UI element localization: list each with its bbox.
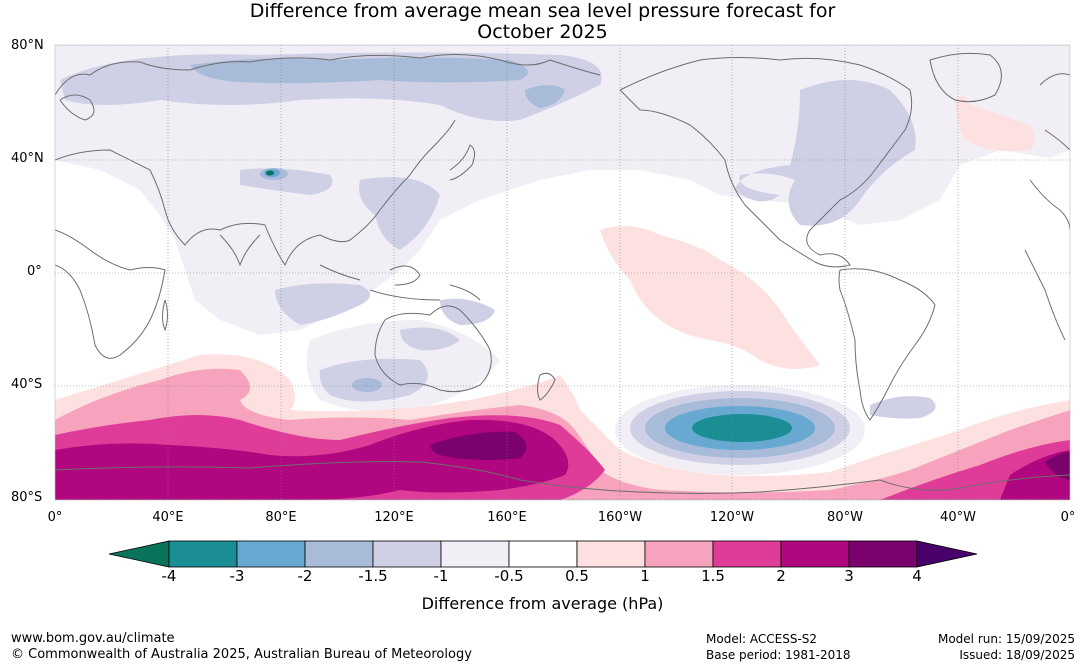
colorbar-box: [780, 540, 850, 568]
contour-south-atlantic: [870, 396, 936, 419]
colorbar-label: Difference from average (hPa): [421, 594, 664, 613]
footer-model-run: Model run: 15/09/2025: [937, 632, 1075, 646]
graticule: [55, 45, 1070, 500]
lat-label-40n: 40°N: [11, 151, 44, 166]
contour-aus-north: [400, 327, 460, 351]
colorbar-box: [236, 540, 306, 568]
contour-maritime: [440, 298, 495, 325]
lon-label-160e: 160°E: [487, 510, 527, 525]
colorbar-tick: -2: [297, 567, 313, 585]
lat-label-40s: 40°S: [11, 377, 43, 392]
lon-label-0-left: 0°: [47, 510, 63, 525]
contour-indian-ocean: [275, 283, 370, 325]
colorbar-box: [712, 540, 782, 568]
lon-label-40w: 40°W: [940, 510, 976, 525]
colorbar-box: [168, 540, 238, 568]
colorbar-extend-low: [108, 540, 170, 568]
lon-label-80w: 80°W: [827, 510, 863, 525]
map-frame: [54, 44, 1071, 501]
lon-label-40e: 40°E: [152, 510, 184, 525]
contour-pacific-positive: [600, 226, 820, 369]
colorbar-tick: -1: [433, 567, 449, 585]
lat-label-80n: 80°N: [11, 38, 44, 53]
colorbar-box: [508, 540, 578, 568]
colorbar-box: [576, 540, 646, 568]
colorbar-tick: -0.5: [494, 567, 524, 585]
lon-label-120e: 120°E: [374, 510, 414, 525]
map-field: [55, 45, 1070, 500]
contour-west-pacific: [359, 177, 440, 250]
contour-so-2: [55, 419, 569, 500]
map-title-line1: Difference from average mean sea level p…: [249, 0, 836, 22]
colorbar-extend-high: [916, 540, 978, 568]
contour-australia-core: [352, 378, 382, 392]
colorbar-tick: -3: [229, 567, 245, 585]
colorbar-tick: 0.5: [565, 567, 589, 585]
colorbar-tick: 1.5: [701, 567, 725, 585]
colorbar-box: [848, 540, 918, 568]
colorbar-box: [440, 540, 510, 568]
contour-so-3: [430, 431, 527, 460]
colorbar-tick: 1: [640, 567, 650, 585]
lat-label-80s: 80°S: [11, 490, 43, 505]
colorbar-tick: -1.5: [358, 567, 388, 585]
contour-north-america: [735, 80, 916, 226]
colorbar-tick: 3: [844, 567, 854, 585]
contour-atlantic-positive: [955, 96, 1035, 152]
footer-base-period: Base period: 1981-2018: [706, 648, 851, 662]
colorbar-boxes: [108, 540, 978, 568]
contour-so-3-east: [1045, 452, 1070, 480]
lon-label-80e: 80°E: [265, 510, 297, 525]
colorbar-box: [644, 540, 714, 568]
colorbar-tick: 2: [776, 567, 786, 585]
lon-label-160w: 160°W: [597, 510, 643, 525]
colorbar-tick: 4: [912, 567, 922, 585]
footer-issued: Issued: 18/09/2025: [959, 648, 1075, 662]
footer-copyright: © Commonwealth of Australia 2025, Austra…: [11, 647, 472, 662]
contour-sp-3: [692, 414, 792, 442]
colorbar-box: [372, 540, 442, 568]
lon-label-120w: 120°W: [709, 510, 755, 525]
colorbar-tick: -4: [161, 567, 177, 585]
map-title-line2: October 2025: [477, 21, 608, 43]
contour-siberia-core: [190, 57, 528, 84]
footer-model: Model: ACCESS-S2: [706, 632, 818, 646]
contour-kamchatka: [525, 85, 565, 108]
contour-tibet-core: [266, 170, 274, 176]
lon-label-0-right: 0°: [1060, 510, 1076, 525]
footer-website: www.bom.gov.au/climate: [11, 631, 175, 646]
colorbar-box: [304, 540, 374, 568]
lat-label-0: 0°: [27, 264, 42, 279]
